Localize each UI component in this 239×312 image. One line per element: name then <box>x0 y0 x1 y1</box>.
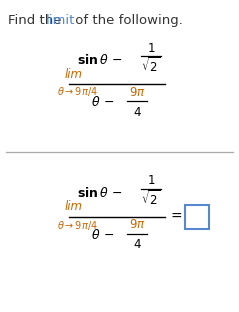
Text: $\mathbf{sin}\,\mathit{\theta}\,-$: $\mathbf{sin}\,\mathit{\theta}\,-$ <box>77 53 123 67</box>
Text: 4: 4 <box>133 105 141 119</box>
Text: 1: 1 <box>147 174 155 188</box>
Text: $\mathit{\theta}\,-$: $\mathit{\theta}\,-$ <box>91 95 114 109</box>
Text: $\theta{\rightarrow}9\pi/4$: $\theta{\rightarrow}9\pi/4$ <box>57 85 98 99</box>
Text: $9\pi$: $9\pi$ <box>129 218 145 232</box>
Text: 1: 1 <box>147 41 155 55</box>
Text: 4: 4 <box>133 238 141 251</box>
Text: $\sqrt{2}$: $\sqrt{2}$ <box>141 190 161 208</box>
FancyBboxPatch shape <box>185 205 209 229</box>
Text: $9\pi$: $9\pi$ <box>129 85 145 99</box>
Text: Find the: Find the <box>8 14 66 27</box>
Text: $\mathbf{sin}\,\mathit{\theta}\,-$: $\mathbf{sin}\,\mathit{\theta}\,-$ <box>77 186 123 200</box>
Text: lim: lim <box>65 201 83 213</box>
Text: =: = <box>171 210 183 224</box>
Text: $\theta{\rightarrow}9\pi/4$: $\theta{\rightarrow}9\pi/4$ <box>57 218 98 232</box>
Text: of the following.: of the following. <box>71 14 183 27</box>
Text: lim: lim <box>65 67 83 80</box>
Text: $\sqrt{2}$: $\sqrt{2}$ <box>141 56 161 76</box>
Text: limit: limit <box>46 14 75 27</box>
Text: $\mathit{\theta}\,-$: $\mathit{\theta}\,-$ <box>91 228 114 242</box>
